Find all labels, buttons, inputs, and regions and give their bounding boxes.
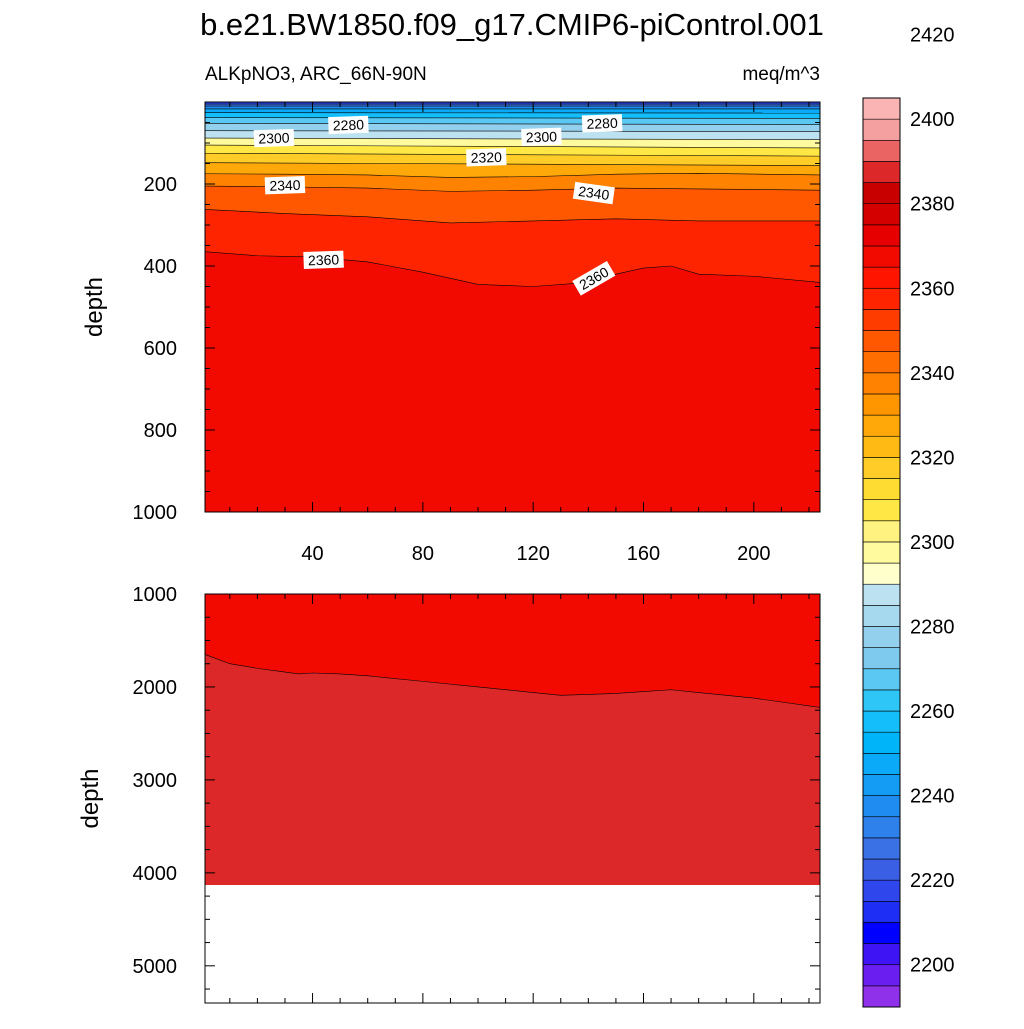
colorbar-box [863, 140, 900, 161]
y-axis-label: depth [77, 768, 104, 828]
contour-label-text: 2300 [258, 130, 290, 147]
colorbar-box [863, 288, 900, 309]
colorbar-box [863, 648, 900, 669]
colorbar-label: 2320 [910, 447, 955, 469]
colorbar-box [863, 901, 900, 922]
colorbar-label: 2280 [910, 616, 955, 638]
colorbar-box [863, 944, 900, 965]
colorbar-box [863, 436, 900, 457]
colorbar-label: 2400 [910, 109, 955, 131]
colorbar-box [863, 965, 900, 986]
colorbar-box [863, 204, 900, 225]
contour-label: 2300 [521, 128, 562, 146]
contour-label: 2360 [303, 251, 344, 269]
contour-band [205, 104, 820, 106]
y-axis-label: depth [81, 277, 108, 337]
contour-label: 2340 [265, 176, 306, 194]
contour-band [205, 252, 820, 512]
x-tick-label: 120 [516, 543, 549, 565]
colorbar-box [863, 352, 900, 373]
colorbar-box [863, 394, 900, 415]
colorbar-box [863, 457, 900, 478]
colorbar-box [863, 119, 900, 140]
colorbar-box [863, 753, 900, 774]
contour-label: 2280 [582, 114, 623, 132]
colorbar-box [863, 331, 900, 352]
colorbar-box [863, 246, 900, 267]
colorbar: 2200 2220 2240 2260 2280 2300 2320 2340 2360 2380… [863, 0, 955, 1007]
colorbar-box [863, 880, 900, 901]
colorbar-box [863, 183, 900, 204]
colorbar-box [863, 267, 900, 288]
y-tick-label: 200 [144, 174, 177, 196]
y-tick-label: 1000 [133, 584, 178, 606]
colorbar-label: 2360 [910, 278, 955, 300]
contour-label-text: 2300 [526, 128, 558, 145]
y-tick-label: 4000 [133, 863, 178, 885]
y-tick-label: 600 [144, 338, 177, 360]
colorbar-box [863, 415, 900, 436]
units-subtitle: meq/m^3 [742, 64, 820, 85]
colorbar-label: 2380 [910, 194, 955, 216]
y-tick-label: 2000 [133, 677, 178, 699]
x-tick-label: 160 [627, 543, 660, 565]
x-tick-label: 80 [412, 543, 434, 565]
colorbar-label: 2240 [910, 786, 955, 808]
y-tick-label: 1000 [133, 502, 178, 524]
contour-label: 2280 [328, 116, 369, 134]
contour-fills [205, 594, 820, 885]
colorbar-label: 2260 [910, 701, 955, 723]
contour-label-text: 2320 [470, 149, 502, 166]
colorbar-label: 2220 [910, 870, 955, 892]
colorbar-box [863, 774, 900, 795]
colorbar-box [863, 563, 900, 584]
colorbar-box [863, 986, 900, 1007]
contour-label-text: 2360 [308, 251, 340, 268]
colorbar-label: 2300 [910, 532, 955, 554]
colorbar-box [863, 98, 900, 119]
colorbar-box [863, 309, 900, 330]
contour-band [205, 106, 820, 109]
colorbar-box [863, 479, 900, 500]
colorbar-box [863, 922, 900, 943]
left-subtitle: ALKpNO3, ARC_66N-90N [205, 64, 427, 85]
y-tick-label: 5000 [133, 956, 178, 978]
colorbar-box [863, 690, 900, 711]
colorbar-label: 2420 [910, 25, 955, 47]
figure-title: b.e21.BW1850.f09_g17.CMIP6-piControl.001 [200, 7, 824, 42]
contour-label-text: 2280 [333, 116, 365, 133]
colorbar-box [863, 161, 900, 182]
colorbar-box [863, 859, 900, 880]
colorbar-box [863, 817, 900, 838]
contour-label: 2300 [254, 129, 295, 147]
colorbar-box [863, 669, 900, 690]
colorbar-box [863, 732, 900, 753]
colorbar-box [863, 605, 900, 626]
y-tick-label: 3000 [133, 770, 178, 792]
x-tick-label: 200 [737, 543, 770, 565]
contour-fills [205, 102, 820, 512]
colorbar-box [863, 542, 900, 563]
colorbar-box [863, 521, 900, 542]
contour-label-text: 2280 [586, 115, 618, 132]
colorbar-box [863, 500, 900, 521]
lower-panel: 1000 2000 3000 4000 5000 depth [77, 584, 820, 1003]
contour-label: 2320 [466, 148, 507, 166]
y-tick-label: 400 [144, 256, 177, 278]
colorbar-label: 2340 [910, 363, 955, 385]
colorbar-box [863, 225, 900, 246]
y-tick-label: 800 [144, 420, 177, 442]
contour-label-text: 2340 [269, 177, 301, 194]
colorbar-box [863, 373, 900, 394]
colorbar-box [863, 626, 900, 647]
colorbar-box [863, 796, 900, 817]
x-tick-label: 40 [301, 543, 323, 565]
colorbar-box [863, 838, 900, 859]
colorbar-box [863, 711, 900, 732]
colorbar-box [863, 584, 900, 605]
colorbar-label: 2200 [910, 955, 955, 977]
